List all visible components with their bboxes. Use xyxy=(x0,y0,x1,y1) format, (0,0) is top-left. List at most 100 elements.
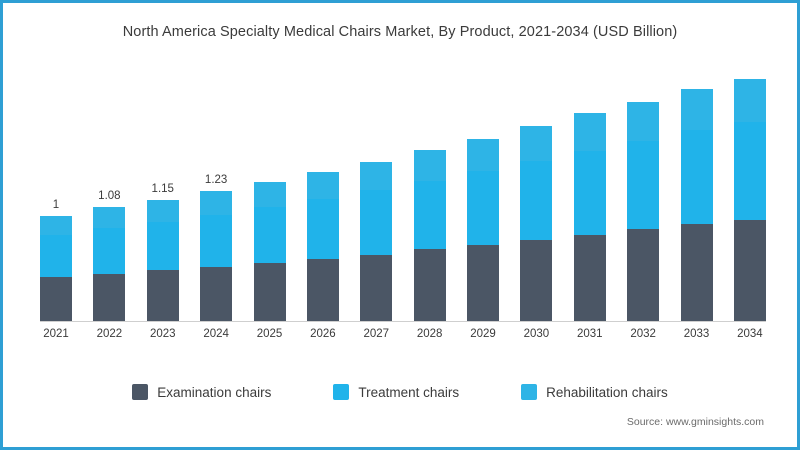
bar-segment[interactable] xyxy=(146,221,179,271)
plot-area: 1 1.08 1.15 1.23 xyxy=(40,68,766,321)
bar-column[interactable] xyxy=(520,68,553,321)
bar-stack xyxy=(573,113,606,321)
bar-column[interactable]: 1.15 xyxy=(146,68,179,321)
bar-column[interactable] xyxy=(627,68,660,321)
bar-stack xyxy=(93,207,126,321)
legend-item[interactable]: Treatment chairs xyxy=(333,384,459,400)
bar-segment[interactable] xyxy=(627,140,660,230)
x-axis-tick-label: 2021 xyxy=(43,328,69,340)
bar-column[interactable] xyxy=(360,68,393,321)
x-axis-tick-label: 2026 xyxy=(310,328,336,340)
bar-stack xyxy=(520,126,553,321)
bar-segment[interactable] xyxy=(306,258,339,321)
bar-column[interactable] xyxy=(680,68,713,321)
bar-segment[interactable] xyxy=(413,150,446,181)
bar-group: 1 1.08 1.15 1.23 xyxy=(40,68,766,321)
bar-column[interactable] xyxy=(467,68,499,321)
bar-segment[interactable] xyxy=(573,234,606,321)
bar-column[interactable]: 1.23 xyxy=(200,68,233,321)
bar-segment[interactable] xyxy=(200,214,233,268)
bar-value-label: 1 xyxy=(52,198,60,211)
bar-segment[interactable] xyxy=(413,180,446,250)
bar-segment[interactable] xyxy=(360,161,393,191)
x-axis-tick-label: 2032 xyxy=(630,328,656,340)
legend-swatch-icon xyxy=(521,384,538,400)
bar-segment[interactable] xyxy=(680,224,713,321)
bar-segment[interactable] xyxy=(733,121,766,220)
bar-column[interactable]: 1 xyxy=(40,68,72,321)
bar-stack xyxy=(40,215,72,321)
bar-stack xyxy=(467,138,499,321)
bar-stack xyxy=(200,191,233,321)
bar-segment[interactable] xyxy=(360,254,393,321)
bar-segment[interactable] xyxy=(680,130,713,225)
x-axis-tick-label: 2025 xyxy=(256,328,283,340)
bar-segment[interactable] xyxy=(413,249,446,321)
bar-segment[interactable] xyxy=(573,113,606,152)
bar-segment[interactable] xyxy=(520,160,553,240)
bar-stack xyxy=(680,89,713,321)
x-axis-tick-label: 2030 xyxy=(523,328,550,340)
bar-segment[interactable] xyxy=(627,101,660,141)
chart-canvas: North America Specialty Medical Chairs M… xyxy=(6,6,794,444)
bar-column[interactable]: 1.08 xyxy=(93,68,126,321)
legend-item[interactable]: Examination chairs xyxy=(132,384,271,400)
x-axis-tick-label: 2023 xyxy=(149,328,176,340)
bar-segment[interactable] xyxy=(253,263,286,321)
bar-stack xyxy=(413,150,446,321)
bar-segment[interactable] xyxy=(520,126,553,161)
bar-segment[interactable] xyxy=(93,228,126,274)
bar-segment[interactable] xyxy=(627,229,660,321)
bar-segment[interactable] xyxy=(467,171,499,246)
legend-item[interactable]: Rehabilitation chairs xyxy=(521,384,668,400)
x-axis-line xyxy=(40,321,766,322)
bar-segment[interactable] xyxy=(200,191,233,215)
legend-swatch-icon xyxy=(333,384,350,400)
bar-segment[interactable] xyxy=(40,276,72,321)
x-axis-tick-label: 2029 xyxy=(470,328,496,340)
bar-column[interactable] xyxy=(306,68,339,321)
chart-legend: Examination chairs Treatment chairs Rehabi… xyxy=(6,384,794,400)
bar-segment[interactable] xyxy=(40,234,72,277)
x-axis-tick-labels: 2021 2022 2023 2024 2025 2026 2027 2028 2029 2030… xyxy=(40,328,766,340)
bar-column[interactable] xyxy=(253,68,286,321)
bar-stack xyxy=(360,161,393,321)
bar-stack xyxy=(627,101,660,321)
bar-stack xyxy=(146,199,179,321)
bar-segment[interactable] xyxy=(93,273,126,321)
x-axis-tick-label: 2028 xyxy=(416,328,443,340)
legend-item-label: Rehabilitation chairs xyxy=(546,384,668,400)
bar-segment[interactable] xyxy=(573,151,606,235)
bar-segment[interactable] xyxy=(733,219,766,321)
bar-segment[interactable] xyxy=(200,267,233,321)
bar-segment[interactable] xyxy=(680,89,713,131)
bar-segment[interactable] xyxy=(733,78,766,122)
bar-column[interactable] xyxy=(413,68,446,321)
bar-segment[interactable] xyxy=(40,215,72,235)
bar-segment[interactable] xyxy=(467,138,499,172)
bar-segment[interactable] xyxy=(467,245,499,321)
legend-item-label: Treatment chairs xyxy=(358,384,460,400)
bar-segment[interactable] xyxy=(306,198,339,259)
bar-segment[interactable] xyxy=(146,270,179,321)
x-axis-tick-label: 2033 xyxy=(683,328,710,340)
bar-segment[interactable] xyxy=(306,172,339,199)
bar-segment[interactable] xyxy=(360,190,393,255)
bar-value-label: 1.23 xyxy=(204,174,228,187)
bar-segment[interactable] xyxy=(146,199,179,222)
x-axis-tick-label: 2022 xyxy=(96,328,123,340)
bar-segment[interactable] xyxy=(520,239,553,321)
bar-stack xyxy=(306,172,339,321)
bar-column[interactable] xyxy=(733,68,766,321)
bar-value-label: 1.08 xyxy=(98,190,121,203)
legend-item-label: Examination chairs xyxy=(157,384,272,400)
bar-column[interactable] xyxy=(573,68,606,321)
x-axis-tick-label: 2031 xyxy=(576,328,603,340)
legend-swatch-icon xyxy=(132,384,149,400)
bar-segment[interactable] xyxy=(253,181,286,208)
x-axis-tick-label: 2027 xyxy=(363,328,390,340)
bar-segment[interactable] xyxy=(253,207,286,264)
bar-segment[interactable] xyxy=(93,207,126,229)
bar-stack xyxy=(733,78,766,321)
